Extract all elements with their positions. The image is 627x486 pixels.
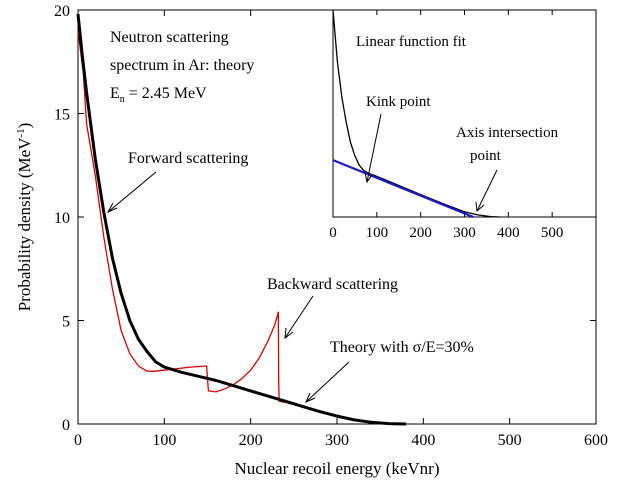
forward-arrow [107, 171, 157, 213]
series-line-theory [76, 13, 407, 426]
inset-x-tick-label: 0 [329, 225, 337, 241]
inset-title: Linear function fit [356, 34, 467, 50]
theory-arrow [305, 361, 350, 403]
x-tick-label: 100 [152, 432, 176, 449]
inset-plot-frame [332, 9, 597, 218]
x-tick-label: 0 [74, 432, 82, 449]
inset-x-tick-label: 100 [366, 225, 389, 241]
inset-x-tick-label: 200 [409, 225, 432, 241]
main-arrows [106, 171, 350, 403]
y-axis-label: Probability density (MeV-1) [15, 123, 34, 312]
title-line-1: Neutron scattering [110, 29, 229, 46]
kink-arrowhead [364, 172, 373, 184]
y-tick-label: 15 [54, 107, 70, 124]
y-axis-label-tail: ) [15, 123, 34, 129]
axis-intersection-arrowhead [475, 201, 485, 212]
backward-arrowhead [284, 327, 294, 340]
x-tick-label: 500 [498, 432, 522, 449]
forward-scattering-label: Forward scattering [128, 150, 248, 167]
title-line-2: spectrum in Ar: theory [110, 57, 254, 74]
x-tick-label: 400 [411, 432, 435, 449]
x-axis-label: Nuclear recoil energy (keVnr) [235, 459, 440, 478]
inset-series-linear-fit [332, 159, 474, 219]
main-series-group [76, 13, 407, 426]
inset-x-tick-label: 300 [453, 225, 476, 241]
axis-intersection-label-2: point [470, 148, 502, 164]
y-tick-label: 5 [62, 314, 70, 331]
x-tick-label: 300 [325, 432, 349, 449]
axis-intersection-label-1: Axis intersection [456, 125, 559, 141]
inset-axis-ticks: 0 100 200 300 400 500 [329, 10, 563, 241]
y-axis-label-sup: -1 [15, 128, 27, 137]
kink-arrow [366, 113, 382, 183]
axis-intersection-arrow [476, 169, 498, 212]
kink-point-label: Kink point [366, 94, 431, 110]
x-tick-label: 600 [584, 432, 608, 449]
energy-label: En = 2.45 MeV [110, 85, 207, 105]
y-tick-label: 10 [54, 210, 70, 227]
energy-prefix: E [110, 85, 120, 102]
y-axis-label-main: Probability density (MeV [15, 137, 34, 311]
x-tick-label: 200 [239, 432, 263, 449]
inset-x-tick-label: 400 [497, 225, 520, 241]
inset-arrows [364, 113, 498, 212]
energy-suffix: = 2.45 MeV [125, 85, 207, 102]
backward-arrow [284, 295, 314, 339]
y-tick-label: 0 [62, 417, 70, 434]
main-axis-ticks: 0 100 200 300 400 500 600 0 5 10 15 20 [54, 3, 608, 449]
inset-x-tick-label: 500 [541, 225, 564, 241]
theory-arrowhead [305, 392, 316, 403]
y-tick-label: 20 [54, 3, 70, 20]
energy-sub: n [120, 94, 125, 105]
inset-series-group [332, 9, 500, 219]
forward-arrowhead [106, 202, 118, 214]
theory-label: Theory with σ/E=30% [330, 339, 474, 356]
inset-series-spectrum [332, 9, 500, 218]
backward-scattering-label: Backward scattering [267, 276, 398, 293]
